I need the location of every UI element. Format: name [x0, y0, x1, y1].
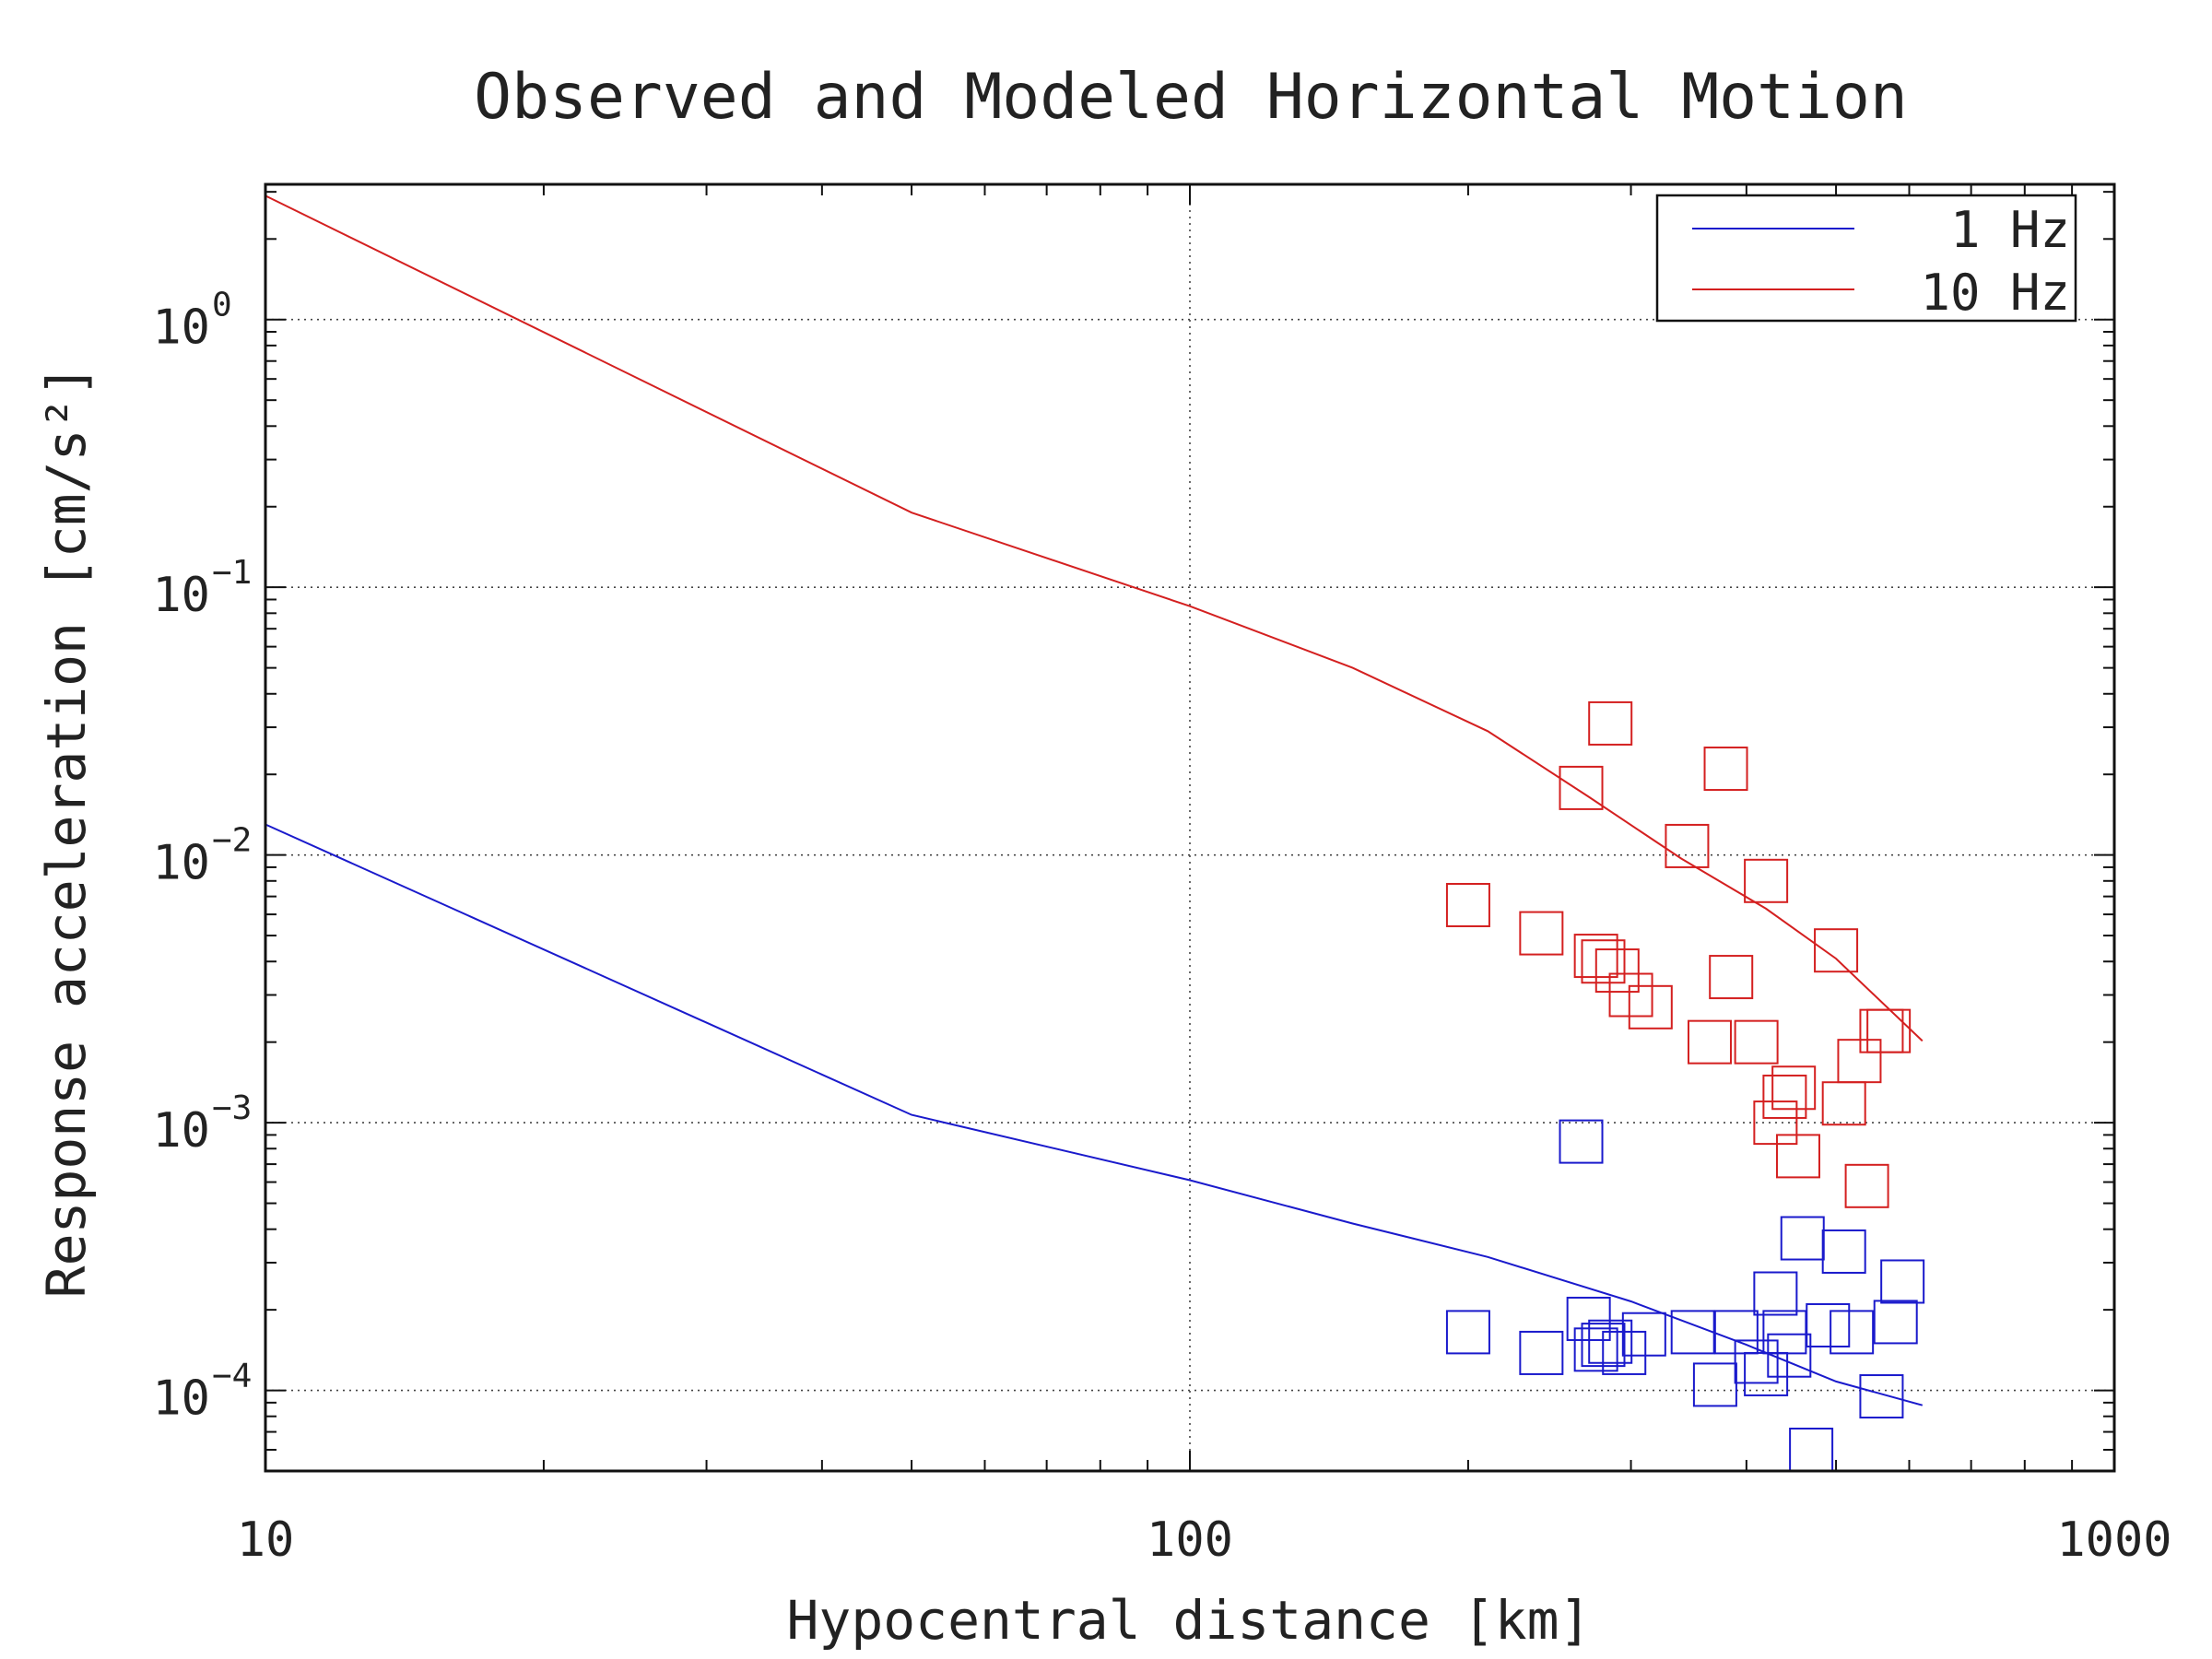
data-point	[1703, 747, 1748, 792]
data-point	[1873, 1300, 1918, 1345]
y-axis-label: Response acceleration [cm/s²]	[35, 365, 98, 1299]
data-point	[1588, 700, 1633, 746]
chart-title: Observed and Modeled Horizontal Motion	[474, 61, 1908, 134]
y-tick-label: 10	[152, 300, 210, 356]
data-point	[1844, 1163, 1889, 1208]
data-point	[1744, 858, 1789, 903]
data-point	[1734, 1019, 1779, 1065]
series-10hz	[265, 194, 1924, 1208]
data-point	[1445, 882, 1490, 927]
data-point	[1628, 984, 1673, 1030]
data-point	[1588, 1319, 1633, 1364]
data-point	[1780, 1216, 1825, 1261]
x-tick-label: 1000	[2056, 1512, 2171, 1568]
data-point	[1767, 1333, 1812, 1378]
legend-label-10hz: 10 Hz	[1920, 264, 2070, 322]
legend-label-1hz: 1 Hz	[1950, 201, 2070, 259]
data-point	[1559, 1119, 1604, 1164]
y-tick-exponent: −4	[212, 1358, 252, 1395]
x-tick-label: 100	[1147, 1512, 1233, 1568]
data-point	[1866, 1008, 1912, 1053]
data-point	[1830, 1310, 1875, 1355]
y-tick-exponent: 0	[212, 287, 232, 324]
data-point	[1692, 1362, 1737, 1407]
data-point	[1753, 1100, 1798, 1146]
legend: 1 Hz 10 Hz	[1655, 194, 2077, 323]
axis-ticks	[265, 184, 2114, 1472]
data-point	[1771, 1065, 1817, 1111]
y-tick-exponent: −1	[212, 554, 252, 592]
y-tick-label: 10	[152, 568, 210, 623]
data-point	[1602, 1330, 1647, 1375]
series-1hz	[265, 823, 1925, 1473]
data-point	[1775, 1134, 1820, 1179]
model-line	[265, 823, 1924, 1406]
data-point	[1753, 1271, 1798, 1316]
data-point	[1665, 823, 1710, 868]
data-point	[1880, 1259, 1925, 1304]
data-point	[1821, 1229, 1866, 1274]
data-point	[1709, 955, 1754, 1000]
model-line	[265, 194, 1924, 1042]
y-tick-label: 10	[152, 1103, 210, 1159]
data-point	[1821, 1081, 1866, 1126]
data-point	[1814, 928, 1859, 973]
data-point	[1859, 1374, 1904, 1419]
data-point	[1762, 1310, 1807, 1355]
x-axis-label: Hypocentral distance [km]	[787, 1589, 1592, 1652]
y-tick-label: 10	[152, 1371, 210, 1427]
y-tick-exponent: −2	[212, 822, 252, 860]
data-point	[1594, 948, 1640, 994]
data-point	[1670, 1310, 1715, 1355]
plot-frame	[264, 182, 2116, 1473]
data-point	[1445, 1310, 1490, 1355]
series-layer	[265, 194, 1925, 1473]
data-point	[1713, 1310, 1759, 1355]
data-point	[1608, 972, 1653, 1018]
data-point	[1806, 1302, 1851, 1347]
data-point	[1687, 1019, 1732, 1065]
data-point	[1519, 1330, 1564, 1375]
data-point	[1789, 1428, 1834, 1473]
data-point	[1559, 765, 1604, 810]
data-point	[1621, 1312, 1666, 1357]
legend-box	[1655, 194, 2077, 323]
data-point	[1734, 1339, 1779, 1384]
grid	[265, 184, 2114, 1471]
x-tick-label: 10	[237, 1512, 295, 1568]
data-point	[1519, 911, 1564, 956]
y-tick-label: 10	[152, 836, 210, 891]
data-point	[1573, 1327, 1618, 1372]
y-tick-exponent: −3	[212, 1089, 252, 1127]
data-point	[1762, 1074, 1807, 1119]
data-point	[1581, 939, 1626, 984]
